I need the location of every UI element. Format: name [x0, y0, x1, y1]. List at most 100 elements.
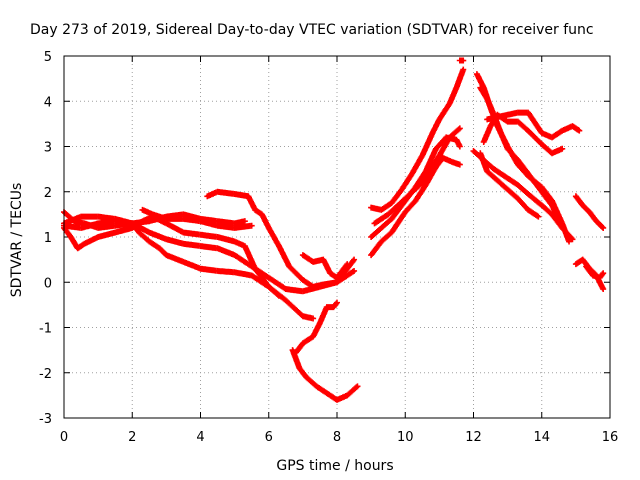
data-point: [303, 374, 319, 389]
data-point: [593, 218, 606, 230]
data-point: [146, 229, 168, 242]
y-tick-label: 2: [44, 186, 52, 201]
data-point: [368, 239, 384, 259]
data-point: [446, 126, 462, 141]
data-point: [569, 236, 576, 243]
data-point: [231, 222, 254, 231]
series-track-5: [139, 206, 255, 231]
data-point: [351, 267, 358, 274]
x-tick-label: 4: [196, 430, 204, 445]
data-point: [473, 71, 487, 90]
data-point: [484, 168, 500, 183]
y-axis-label: SDTVAR / TECUs: [9, 183, 25, 298]
data-point: [497, 129, 510, 151]
data-point: [351, 256, 358, 263]
data-point: [576, 127, 583, 134]
data-point: [214, 188, 237, 197]
data-point: [156, 245, 169, 258]
data-point: [241, 218, 248, 225]
series-track-20: [484, 109, 583, 141]
data-point: [368, 226, 384, 240]
data-point: [180, 229, 202, 238]
data-point: [494, 177, 510, 192]
series-track-10: [368, 154, 463, 259]
data-point: [197, 243, 219, 252]
data-point: [95, 218, 117, 227]
data-point: [129, 220, 151, 235]
data-point: [354, 383, 361, 390]
data-point: [477, 150, 490, 173]
data-point: [180, 240, 202, 249]
data-point: [549, 202, 562, 221]
series-track-11: [368, 134, 463, 240]
plot-frame: [63, 55, 611, 419]
y-tick-label: 3: [44, 141, 52, 156]
data-point: [549, 211, 565, 230]
data-point: [275, 292, 282, 299]
data-point: [310, 321, 323, 340]
data-point: [456, 161, 463, 168]
data-point: [504, 186, 520, 201]
data-point: [258, 211, 272, 230]
data-point: [95, 222, 117, 231]
data-point: [276, 243, 292, 269]
series-track-18: [477, 150, 542, 220]
data-point: [265, 274, 288, 292]
series-track-8: [289, 347, 361, 403]
x-tick-label: 14: [533, 430, 550, 445]
data-point: [514, 195, 531, 212]
data-point: [320, 256, 333, 275]
data-point: [572, 193, 585, 208]
data-point: [433, 135, 449, 152]
data-point: [265, 283, 281, 298]
y-tick-label: -3: [39, 412, 52, 427]
data-point: [460, 66, 467, 73]
data-point: [412, 183, 428, 204]
data-point: [282, 297, 305, 319]
data-point: [409, 153, 425, 177]
series-track-13: [371, 125, 463, 227]
data-point: [248, 263, 271, 280]
x-tick-label: 12: [465, 430, 482, 445]
series-track-12: [368, 66, 467, 213]
data-point: [419, 153, 442, 186]
data-point: [514, 182, 530, 196]
data-point: [477, 84, 490, 101]
data-point: [436, 135, 452, 159]
data-point: [419, 131, 435, 159]
data-point: [378, 230, 394, 245]
data-point: [600, 224, 607, 231]
x-tick-label: 8: [333, 430, 341, 445]
data-point: [528, 175, 544, 194]
data-point: [600, 270, 607, 277]
y-tick-label: -2: [39, 367, 52, 382]
data-point: [429, 117, 442, 136]
data-point: [491, 166, 510, 181]
data-point: [293, 341, 305, 356]
y-tick-label: 1: [44, 231, 52, 246]
x-tick-label: 16: [602, 430, 619, 445]
y-tick-label: 4: [44, 95, 52, 110]
data-point: [460, 57, 467, 64]
data-point: [504, 145, 520, 162]
data-point: [180, 258, 203, 272]
data-point: [163, 220, 186, 235]
data-point: [296, 365, 309, 380]
series-track-23: [583, 263, 607, 281]
y-tick-label: 0: [44, 276, 52, 291]
data-point: [330, 300, 340, 311]
data-point: [78, 213, 100, 220]
data-points: [61, 57, 607, 403]
data-point: [265, 224, 282, 248]
series-track-9: [293, 299, 340, 356]
data-point: [81, 234, 100, 247]
data-point: [344, 261, 351, 268]
data-point: [453, 68, 466, 91]
x-tick-label: 0: [60, 430, 68, 445]
data-point: [282, 286, 305, 295]
data-point: [112, 218, 134, 227]
data-point: [388, 187, 404, 207]
data-point: [436, 101, 452, 123]
